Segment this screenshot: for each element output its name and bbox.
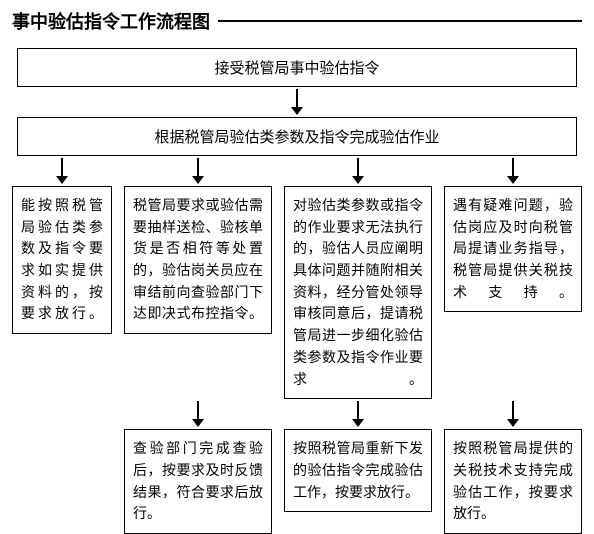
arrow-branch-3 (506, 158, 520, 184)
arrow-step1-step2 (12, 89, 582, 115)
page-title: 事中验估指令工作流程图 (12, 8, 210, 34)
branch-bottom-arrows (12, 399, 582, 429)
branch-3-bottom: 按照税管局提供的关税技术支持完成验估工作，按要求放行。 (444, 429, 582, 534)
branch-1-bottom: 查验部门完成查验后，按要求及时反馈结果，符合要求后放行。 (124, 429, 272, 534)
branch-0-top: 能按照税管局验估类参数及指令要求如实提供资料的，按要求放行。 (12, 186, 112, 334)
step1-box: 接受税管局事中验估指令 (17, 48, 577, 87)
title-divider (218, 20, 582, 22)
arrow-branch-0 (55, 158, 69, 184)
branch-2-top: 对验估类参数或指令的作业要求无法执行的，验估人员应阐明具体问题并随附相关资料，经… (284, 186, 432, 399)
arrow-branch-1 (191, 158, 205, 184)
arrow-down-icon (191, 158, 205, 184)
arrow-branch-2 (351, 158, 365, 184)
arrow-down-icon (191, 401, 205, 427)
arrow-down-icon (506, 158, 520, 184)
arrow-branch-3-bottom (506, 401, 520, 427)
arrow-down-icon (351, 158, 365, 184)
arrow-down-icon (506, 401, 520, 427)
title-row: 事中验估指令工作流程图 (12, 8, 582, 34)
branch-top-row: 能按照税管局验估类参数及指令要求如实提供资料的，按要求放行。 税管局要求或验估需… (12, 186, 582, 399)
arrow-down-icon (351, 401, 365, 427)
branch-arrows-row (12, 156, 582, 186)
step2-box: 根据税管局验估类参数及指令完成验估作业 (17, 117, 577, 156)
branch-1-top: 税管局要求或验估需要抽样送检、验核单货是否相符等处置的，验估岗关员应在审结前向查… (124, 186, 272, 334)
arrow-branch-1-bottom (191, 401, 205, 427)
branch-2-bottom: 按照税管局重新下发的验估指令完成验估工作，按要求放行。 (284, 429, 432, 512)
arrow-branch-2-bottom (351, 401, 365, 427)
branch-3-top: 遇有疑难问题，验估岗应及时向税管局提请业务指导，税管局提供关税技术支持。 (444, 186, 582, 312)
arrow-down-icon (290, 89, 304, 115)
branch-bottom-row: 查验部门完成查验后，按要求及时反馈结果，符合要求后放行。 按照税管局重新下发的验… (12, 429, 582, 534)
arrow-down-icon (55, 158, 69, 184)
